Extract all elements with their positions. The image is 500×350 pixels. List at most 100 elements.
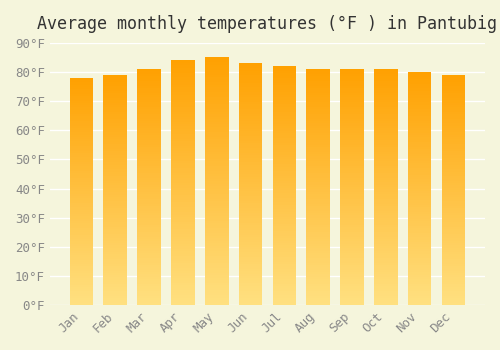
Bar <box>306 204 330 206</box>
Bar <box>272 150 296 152</box>
Bar <box>171 112 194 114</box>
Bar <box>408 137 432 140</box>
Bar <box>340 274 364 277</box>
Bar <box>238 68 262 71</box>
Bar <box>272 224 296 226</box>
Bar <box>442 298 465 300</box>
Bar <box>138 97 161 100</box>
Bar <box>306 199 330 201</box>
Bar <box>205 80 229 82</box>
Bar <box>340 211 364 213</box>
Bar <box>171 229 194 232</box>
Bar <box>238 191 262 194</box>
Bar <box>408 161 432 163</box>
Bar <box>205 223 229 226</box>
Bar <box>138 170 161 173</box>
Bar <box>205 159 229 161</box>
Bar <box>442 192 465 195</box>
Bar <box>272 176 296 178</box>
Bar <box>272 145 296 147</box>
Bar <box>408 210 432 212</box>
Bar <box>442 245 465 247</box>
Bar <box>238 104 262 107</box>
Bar <box>238 281 262 283</box>
Bar <box>238 242 262 245</box>
Bar <box>374 76 398 78</box>
Bar <box>442 107 465 110</box>
Bar <box>340 86 364 88</box>
Bar <box>104 114 127 116</box>
Bar <box>272 140 296 142</box>
Bar <box>70 225 94 228</box>
Bar <box>306 182 330 185</box>
Bar <box>70 262 94 264</box>
Bar <box>408 184 432 186</box>
Bar <box>374 133 398 135</box>
Bar <box>340 300 364 303</box>
Bar <box>104 158 127 160</box>
Bar <box>408 254 432 256</box>
Bar <box>442 231 465 234</box>
Bar <box>238 252 262 254</box>
Bar <box>340 192 364 194</box>
Bar <box>70 98 94 100</box>
Bar <box>442 289 465 291</box>
Bar <box>238 109 262 112</box>
Bar <box>374 100 398 102</box>
Bar <box>138 166 161 168</box>
Bar <box>138 119 161 121</box>
Bar <box>340 116 364 119</box>
Bar <box>138 142 161 145</box>
Bar <box>104 199 127 202</box>
Bar <box>70 184 94 187</box>
Bar <box>205 218 229 221</box>
Bar <box>374 107 398 109</box>
Bar <box>104 142 127 144</box>
Bar <box>205 134 229 137</box>
Bar <box>171 210 194 212</box>
Bar <box>272 133 296 135</box>
Bar <box>238 90 262 92</box>
Bar <box>272 78 296 80</box>
Bar <box>442 103 465 105</box>
Bar <box>238 121 262 124</box>
Bar <box>70 87 94 89</box>
Bar <box>442 79 465 82</box>
Bar <box>171 273 194 276</box>
Bar <box>171 190 194 192</box>
Bar <box>138 260 161 262</box>
Bar <box>306 277 330 279</box>
Bar <box>238 78 262 80</box>
Bar <box>442 148 465 151</box>
Bar <box>374 90 398 93</box>
Bar <box>272 233 296 236</box>
Bar <box>104 107 127 110</box>
Bar <box>104 229 127 231</box>
Bar <box>306 105 330 107</box>
Bar <box>205 251 229 253</box>
Bar <box>138 303 161 305</box>
Bar <box>374 105 398 107</box>
Bar <box>205 196 229 198</box>
Bar <box>70 230 94 232</box>
Bar <box>70 148 94 150</box>
Bar <box>104 153 127 155</box>
Bar <box>138 154 161 156</box>
Bar <box>171 215 194 217</box>
Bar <box>138 88 161 90</box>
Bar <box>306 116 330 119</box>
Bar <box>272 183 296 186</box>
Bar <box>272 152 296 155</box>
Bar <box>171 163 194 166</box>
Bar <box>138 116 161 119</box>
Bar <box>272 238 296 240</box>
Bar <box>408 277 432 279</box>
Bar <box>171 60 194 63</box>
Bar <box>238 184 262 187</box>
Bar <box>272 295 296 298</box>
Bar <box>306 201 330 204</box>
Bar <box>374 267 398 270</box>
Bar <box>70 182 94 184</box>
Bar <box>104 271 127 273</box>
Bar <box>408 279 432 282</box>
